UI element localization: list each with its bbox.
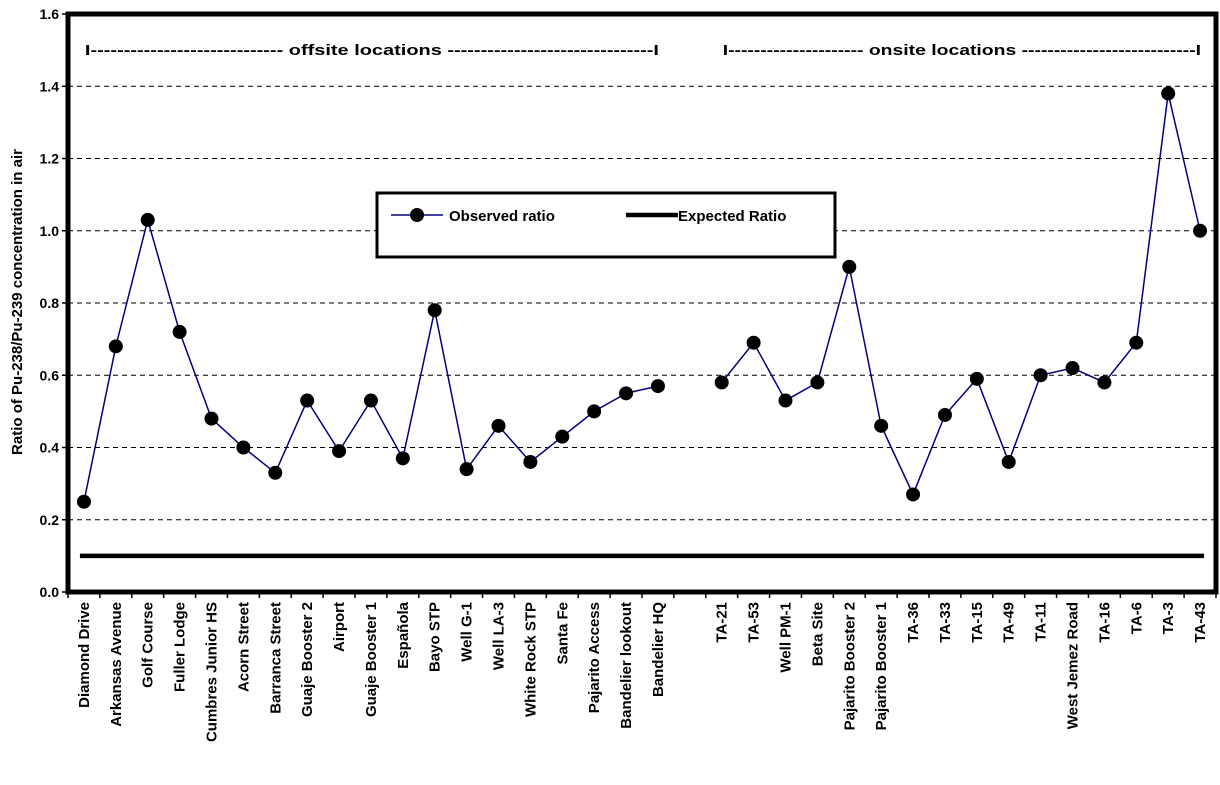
x-tick-label: TA-33 xyxy=(937,602,954,643)
data-point xyxy=(1097,375,1112,390)
y-axis: 0.0 0.2 0.4 0.6 0.8 1.0 1.2 1.4 1.6 xyxy=(40,6,68,600)
data-point xyxy=(906,487,921,502)
x-tick-label: Cumbres Junior HS xyxy=(204,602,221,742)
gridlines xyxy=(68,85,1216,521)
y-tick-label: 1.2 xyxy=(40,151,60,167)
data-point xyxy=(746,335,761,350)
data-point xyxy=(204,411,219,426)
x-tick-label: Diamond Drive xyxy=(76,602,93,708)
data-point xyxy=(969,371,984,386)
y-tick-label: 1.0 xyxy=(40,223,60,239)
data-point xyxy=(842,259,857,274)
data-point xyxy=(108,339,123,354)
x-tick-label: Acorn Street xyxy=(235,602,252,692)
x-tick-label: TA-6 xyxy=(1128,602,1145,634)
legend-observed-marker xyxy=(410,208,424,222)
data-point xyxy=(1129,335,1144,350)
data-point xyxy=(810,375,825,390)
data-point xyxy=(1001,454,1016,469)
x-tick-label: Beta Site xyxy=(809,602,826,666)
y-tick-label: 0.4 xyxy=(40,440,60,456)
x-tick-label: TA-36 xyxy=(905,602,922,643)
x-tick-label: Bayo STP xyxy=(427,602,444,672)
data-point xyxy=(363,393,378,408)
y-tick-label: 1.6 xyxy=(40,6,60,22)
data-point xyxy=(76,494,91,509)
data-point xyxy=(172,324,187,339)
x-tick-label: Pajarito Booster 2 xyxy=(841,602,858,730)
x-tick-label: Airport xyxy=(331,602,348,652)
y-tick-label: 0.0 xyxy=(40,584,60,600)
x-tick-label: Well PM-1 xyxy=(778,602,795,673)
y-tick-label: 0.8 xyxy=(40,295,60,311)
x-tick-label: Well G-1 xyxy=(459,602,476,662)
data-point xyxy=(332,444,347,459)
legend-box xyxy=(375,191,837,259)
x-tick-label: TA-3 xyxy=(1160,602,1177,634)
data-point xyxy=(491,418,506,433)
data-point xyxy=(268,465,283,480)
x-tick-label: Fuller Lodge xyxy=(172,602,189,692)
data-point xyxy=(523,454,538,469)
legend-expected-label: Expected Ratio xyxy=(678,208,786,225)
x-tick-label: TA-16 xyxy=(1096,602,1113,643)
x-tick-label: Well LA-3 xyxy=(491,602,508,670)
data-point xyxy=(778,393,793,408)
data-point xyxy=(1193,223,1208,238)
x-tick-label: Pajarito Booster 1 xyxy=(873,602,890,730)
x-tick-label: Guaje Booster 1 xyxy=(363,602,380,717)
y-axis-title: Ratio of Pu-238/Pu-239 concentration in … xyxy=(9,149,26,455)
data-point xyxy=(619,386,634,401)
observed-ratio-line xyxy=(721,93,1201,497)
x-tick-label: TA-43 xyxy=(1192,602,1209,643)
data-point xyxy=(874,418,889,433)
x-tick-label: TA-21 xyxy=(714,602,731,643)
data-point xyxy=(459,462,474,477)
observed-ratio-line xyxy=(83,217,659,502)
annotations: I----------------------------- offsite l… xyxy=(85,42,1201,59)
y-tick-label: 0.6 xyxy=(40,367,60,383)
x-tick-label: White Rock STP xyxy=(522,602,539,717)
x-tick-label: Santa Fe xyxy=(554,602,571,665)
data-point xyxy=(300,393,315,408)
data-point xyxy=(1065,361,1080,376)
offsite-locations-label: I----------------------------- offsite l… xyxy=(85,42,659,59)
x-tick-label: West Jemez Road xyxy=(1065,602,1082,729)
data-point xyxy=(1161,86,1176,101)
data-point xyxy=(395,451,410,466)
x-tick-label: Bandelier HQ xyxy=(650,602,667,697)
observed-ratio-series xyxy=(76,86,1208,509)
x-tick-label: TA-11 xyxy=(1033,602,1050,642)
x-tick-label: TA-53 xyxy=(746,602,763,643)
data-point xyxy=(427,303,442,318)
x-tick-label: Guaje Booster 2 xyxy=(299,602,316,717)
x-tick-label: Bandelier lookout xyxy=(618,602,635,729)
data-point xyxy=(937,407,952,422)
data-point xyxy=(555,429,570,444)
y-tick-label: 0.2 xyxy=(40,512,60,528)
x-tick-label: Española xyxy=(395,601,412,668)
data-point xyxy=(140,212,155,227)
data-point xyxy=(587,404,602,419)
x-tick-label: Arkansas Avenue xyxy=(108,602,125,727)
data-point xyxy=(714,375,729,390)
x-tick-label: Golf Course xyxy=(140,602,157,688)
x-tick-label: TA-49 xyxy=(1001,602,1018,643)
legend-observed-label: Observed ratio xyxy=(449,208,555,225)
onsite-locations-label: I--------------------- onsite locations … xyxy=(723,42,1201,59)
x-tick-label: Barranca Street xyxy=(267,602,284,714)
x-tick-label: TA-15 xyxy=(969,602,986,643)
data-point xyxy=(650,379,665,394)
legend: Observed ratio Expected Ratio xyxy=(375,191,837,259)
y-tick-label: 1.4 xyxy=(40,78,60,94)
data-point xyxy=(236,440,251,455)
data-point xyxy=(1033,368,1048,383)
x-axis: Diamond Drive Arkansas Avenue Golf Course F… xyxy=(67,592,1217,742)
x-tick-label: Pajarito Access xyxy=(586,602,603,713)
